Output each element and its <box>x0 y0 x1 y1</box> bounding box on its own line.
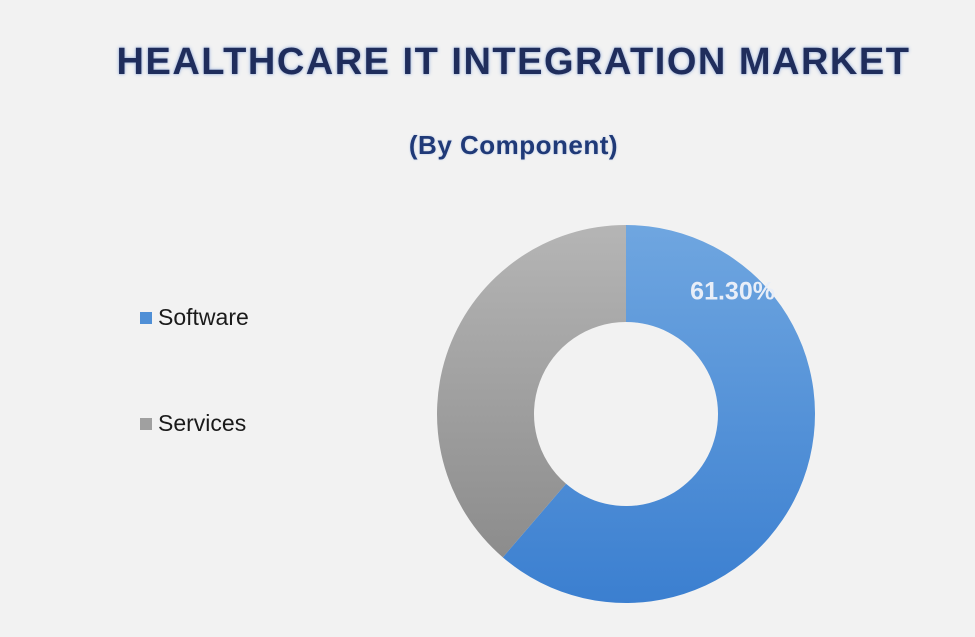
legend-item-services: Services <box>140 410 246 437</box>
legend-swatch-services <box>140 417 152 430</box>
legend-label-software: Software <box>158 304 249 330</box>
donut-labels: 61.30% <box>690 278 775 306</box>
slice-services <box>437 225 626 558</box>
legend-label-services: Services <box>158 410 247 436</box>
chart-title: HEALTHCARE IT INTEGRATION MARKET <box>116 41 911 83</box>
chart-subtitle: (By Component) <box>408 130 619 160</box>
legend-item-software: Software <box>140 304 249 331</box>
legend-swatch-software <box>140 311 152 324</box>
donut-slices <box>437 225 815 603</box>
slice-software <box>502 225 815 603</box>
data-label-slice-software: 61.30% <box>690 278 775 306</box>
